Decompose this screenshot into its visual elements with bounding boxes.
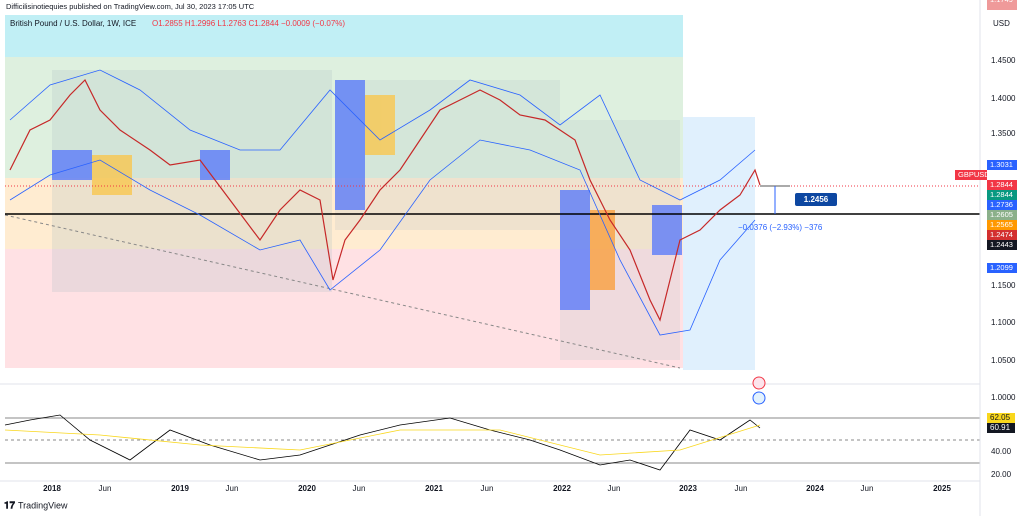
- time-label: Jun: [861, 484, 874, 493]
- price-badge: [987, 0, 1017, 10]
- price-badge: [987, 190, 1017, 200]
- price-badge-label: 1.2844: [990, 190, 1013, 199]
- price-badge: [987, 160, 1017, 170]
- price-badge-label: 1.2844: [990, 180, 1013, 189]
- band-lower: [9, 139, 756, 336]
- time-label: 2025: [933, 484, 951, 493]
- profile: [652, 205, 682, 255]
- rsi-badge: [987, 423, 1015, 433]
- event-icon[interactable]: [752, 391, 766, 405]
- price-badge-label: 1.2565: [990, 220, 1013, 229]
- price-badge: [987, 180, 1017, 190]
- ohlc: O1.2855 H1.2996 L1.2763 C1.2844 −0.0009 …: [152, 19, 345, 28]
- price-badge: [987, 230, 1017, 240]
- rsi-badge-label: 62.05: [990, 413, 1011, 422]
- rsi-badge-label: 60.91: [990, 423, 1011, 432]
- price-badge-label: 1.2736: [990, 200, 1013, 209]
- measure-price: 1.2456: [804, 195, 829, 204]
- price-badge: [987, 220, 1017, 230]
- price-tick-label: 1.3500: [991, 129, 1016, 138]
- event-icon[interactable]: [752, 376, 766, 390]
- price-badge-label: 1.3031: [990, 160, 1013, 169]
- profile: [335, 80, 365, 210]
- volume-profile: [52, 80, 682, 310]
- price-badge: [987, 210, 1017, 220]
- price-badge-label: 1.2605: [990, 210, 1013, 219]
- price-badge-label: 1.2443: [990, 240, 1013, 249]
- publisher: Difficilisinotiequies published on Tradi…: [6, 2, 255, 11]
- symbol: British Pound / U.S. Dollar, 1W, ICE: [10, 19, 136, 28]
- measure-badge: [795, 193, 837, 206]
- profile: [200, 150, 230, 180]
- brand: TradingView: [18, 500, 68, 510]
- currency: USD: [993, 19, 1010, 28]
- price-badge: [955, 170, 987, 180]
- profile: [590, 210, 615, 290]
- rsi-ma: [4, 424, 761, 456]
- trendline: [4, 214, 681, 369]
- price-tick-label: 1.1500: [991, 281, 1016, 290]
- time-label: Jun: [735, 484, 748, 493]
- zone: [683, 117, 755, 370]
- price-series: [9, 78, 761, 322]
- time-label: 2023: [679, 484, 697, 493]
- rsi-badge: [987, 413, 1015, 423]
- time-label: 2018: [43, 484, 61, 493]
- price-tick-label: 1.4000: [991, 94, 1016, 103]
- time-label: 2019: [171, 484, 189, 493]
- price-tick-label: 1.0000: [991, 393, 1016, 402]
- time-label: Jun: [481, 484, 494, 493]
- price-tick-label: 1.0500: [991, 356, 1016, 365]
- rsi-tick-label: 40.00: [991, 447, 1012, 456]
- price-tick-label: 1.4500: [991, 56, 1016, 65]
- price-badge-label: 1.2474: [990, 230, 1013, 239]
- price-badge-label: 1.1749: [990, 0, 1013, 4]
- profile: [560, 190, 590, 310]
- time-label: Jun: [353, 484, 366, 493]
- time-label: Jun: [99, 484, 112, 493]
- time-label: 2020: [298, 484, 316, 493]
- band-upper: [9, 69, 756, 201]
- zone: [5, 15, 683, 57]
- rsi-tick-label: 20.00: [991, 470, 1012, 479]
- price-tick-label: 1.1000: [991, 318, 1016, 327]
- price-badge-label: GBPUSD: [958, 170, 990, 179]
- price-badge: [987, 200, 1017, 210]
- price-badge: [987, 240, 1017, 250]
- time-label: 2024: [806, 484, 824, 493]
- time-label: Jun: [608, 484, 621, 493]
- logo: 𝟏𝟕: [4, 501, 16, 512]
- price-badge: [987, 263, 1017, 273]
- time-label: 2021: [425, 484, 443, 493]
- profile: [365, 95, 395, 155]
- price-badge-label: 1.2099: [990, 263, 1013, 272]
- profile: [52, 150, 92, 180]
- rsi-line: [4, 414, 761, 471]
- measure-change: −0.0376 (−2.93%) −376: [738, 223, 823, 232]
- time-label: 2022: [553, 484, 571, 493]
- time-label: Jun: [226, 484, 239, 493]
